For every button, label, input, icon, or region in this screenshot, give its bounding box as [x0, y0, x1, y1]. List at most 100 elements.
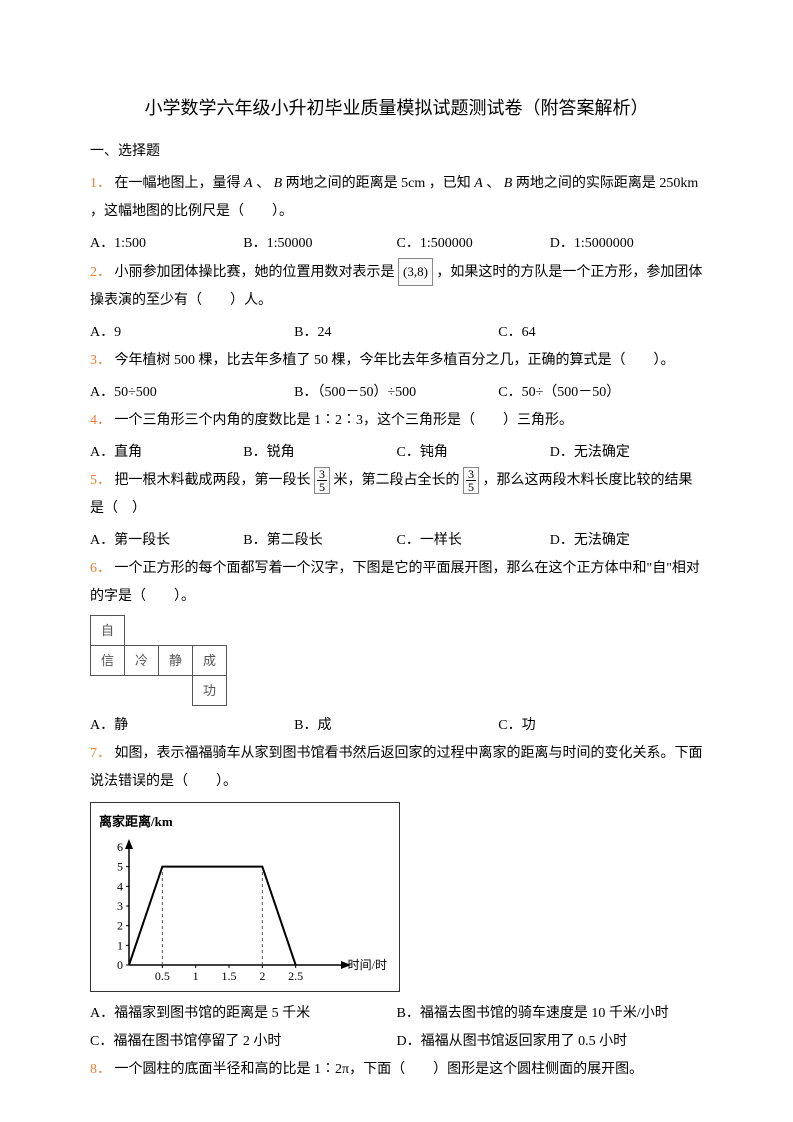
svg-text:2: 2 [259, 969, 265, 983]
svg-text:时间/时: 时间/时 [348, 958, 387, 972]
q7-text: 如图，表示福福骑车从家到图书馆看书然后返回家的过程中离家的距离与时间的变化关系。… [90, 746, 703, 789]
net-cell-jing: 静 [159, 646, 193, 676]
section-header: 一、选择题 [90, 138, 703, 166]
q8-text: 一个圆柱的底面半径和高的比是 1∶2π，下面（ ）图形是这个圆柱侧面的展开图。 [115, 1062, 644, 1077]
q5-frac2: 35 [463, 467, 479, 494]
svg-text:1: 1 [117, 938, 123, 952]
chart-svg: 0 1 2 3 4 5 6 0.5 1 1.5 2 2.5 时间/时 [99, 837, 389, 987]
question-4: 4． 一个三角形三个内角的度数比是 1∶2∶3，这个三角形是（ ）三角形。 [90, 407, 703, 435]
net-empty [125, 616, 159, 646]
q2-text-a: 小丽参加团体操比赛，她的位置用数对表示是 [115, 265, 395, 280]
q5-frac2-bot: 5 [466, 481, 476, 493]
q7-opt-b: B．福福去图书馆的骑车速度是 10 千米/小时 [397, 1000, 704, 1028]
q1-num: 1． [90, 176, 111, 191]
question-1: 1． 在一幅地图上，量得 A 、 B 两地之间的距离是 5cm ，已知 A 、 … [90, 170, 703, 226]
q6-opt-a: A．静 [90, 712, 294, 740]
q1-dot2: 、 [486, 176, 500, 191]
q4-opt-a: A．直角 [90, 439, 243, 467]
net-cell-gong: 功 [193, 676, 227, 706]
q4-num: 4． [90, 413, 111, 428]
q2-options: A．9 B．24 C．64 [90, 319, 703, 347]
svg-text:1.5: 1.5 [222, 969, 237, 983]
q7-opt-c: C．福福在图书馆停留了 2 小时 [90, 1028, 397, 1056]
q1-A2: A [474, 176, 483, 191]
net-cell-cheng: 成 [193, 646, 227, 676]
q6-num: 6． [90, 561, 111, 576]
q3-opt-a: A．50÷500 [90, 379, 294, 407]
net-empty [91, 676, 125, 706]
q3-num: 3． [90, 353, 111, 368]
q4-text: 一个三角形三个内角的度数比是 1∶2∶3，这个三角形是（ ）三角形。 [115, 413, 574, 428]
q5-num: 5． [90, 473, 111, 488]
question-2: 2． 小丽参加团体操比赛，她的位置用数对表示是 (3,8) ，如果这时的方队是一… [90, 258, 703, 315]
q1-B2: B [504, 176, 513, 191]
q5-text-a: 把一根木料截成两段，第一段长 [115, 473, 315, 488]
net-empty [125, 676, 159, 706]
q2-opt-c: C．64 [498, 319, 702, 347]
q4-opt-c: C．钝角 [397, 439, 550, 467]
q6-options: A．静 B．成 C．功 [90, 712, 703, 740]
net-cell-zi: 自 [91, 616, 125, 646]
q1-opt-a: A．1:500 [90, 230, 243, 258]
svg-text:1: 1 [193, 969, 199, 983]
page-title: 小学数学六年级小升初毕业质量模拟试题测试卷（附答案解析） [90, 90, 703, 126]
svg-text:0: 0 [117, 958, 123, 972]
svg-text:3: 3 [117, 899, 123, 913]
q3-options: A．50÷500 B．（500－50）÷500 C．50÷（500－50） [90, 379, 703, 407]
q7-opt-d: D．福福从图书馆返回家用了 0.5 小时 [397, 1028, 704, 1056]
question-5: 5． 把一根木料截成两段，第一段长 35 米，第二段占全长的 35 ，那么这两段… [90, 467, 703, 523]
q1-A: A [244, 176, 253, 191]
q6-opt-b: B．成 [294, 712, 498, 740]
net-empty [193, 616, 227, 646]
net-cell-leng: 冷 [125, 646, 159, 676]
question-8: 8． 一个圆柱的底面半径和高的比是 1∶2π，下面（ ）图形是这个圆柱侧面的展开… [90, 1056, 703, 1084]
q2-opt-a: A．9 [90, 319, 294, 347]
q5-opt-a: A．第一段长 [90, 527, 243, 555]
q7-options: A．福福家到图书馆的距离是 5 千米 B．福福去图书馆的骑车速度是 10 千米/… [90, 1000, 703, 1056]
net-cell-xin: 信 [91, 646, 125, 676]
q5-frac1-bot: 5 [317, 481, 327, 493]
q3-opt-b: B．（500－50）÷500 [294, 379, 498, 407]
q5-frac1: 35 [314, 467, 330, 494]
q5-opt-c: C．一样长 [397, 527, 550, 555]
net-empty [159, 676, 193, 706]
question-3: 3． 今年植树 500 棵，比去年多植了 50 棵，今年比去年多植百分之几，正确… [90, 347, 703, 375]
q2-opt-b: B．24 [294, 319, 498, 347]
svg-text:5: 5 [117, 860, 123, 874]
q2-num: 2． [90, 265, 111, 280]
q4-options: A．直角 B．锐角 C．钝角 D．无法确定 [90, 439, 703, 467]
q1-options: A．1:500 B．1:50000 C．1:500000 D．1:5000000 [90, 230, 703, 258]
q5-options: A．第一段长 B．第二段长 C．一样长 D．无法确定 [90, 527, 703, 555]
chart-ylabel: 离家距离/km [99, 809, 391, 835]
q1-opt-c: C．1:500000 [397, 230, 550, 258]
q5-text-b: 米，第二段占全长的 [334, 473, 460, 488]
svg-text:6: 6 [117, 840, 123, 854]
q2-coord: (3,8) [398, 258, 433, 286]
svg-text:2: 2 [117, 919, 123, 933]
q1-opt-d: D．1:5000000 [550, 230, 703, 258]
q3-text: 今年植树 500 棵，比去年多植了 50 棵，今年比去年多植百分之几，正确的算式… [115, 353, 675, 368]
q7-num: 7． [90, 746, 111, 761]
q6-opt-c: C．功 [498, 712, 702, 740]
q4-opt-b: B．锐角 [243, 439, 396, 467]
q4-opt-d: D．无法确定 [550, 439, 703, 467]
cube-net-diagram: 自 信 冷 静 成 功 [90, 615, 703, 706]
question-7: 7． 如图，表示福福骑车从家到图书馆看书然后返回家的过程中离家的距离与时间的变化… [90, 740, 703, 796]
q1-text-b: 两地之间的距离是 5cm ，已知 [286, 176, 475, 191]
q5-opt-d: D．无法确定 [550, 527, 703, 555]
q7-opt-a: A．福福家到图书馆的距离是 5 千米 [90, 1000, 397, 1028]
net-empty [159, 616, 193, 646]
svg-text:2.5: 2.5 [288, 969, 303, 983]
svg-text:0.5: 0.5 [155, 969, 170, 983]
q8-num: 8． [90, 1062, 111, 1077]
distance-time-chart: 离家距离/km 0 1 2 3 4 5 6 0.5 1 1.5 2 2.5 时间/时 [90, 802, 400, 992]
q5-opt-b: B．第二段长 [243, 527, 396, 555]
q1-dot1: 、 [256, 176, 270, 191]
q1-text-a: 在一幅地图上，量得 [115, 176, 241, 191]
q3-opt-c: C．50÷（500－50） [498, 379, 702, 407]
q6-text: 一个正方形的每个面都写着一个汉字，下图是它的平面展开图，那么在这个正方体中和"自… [90, 561, 700, 604]
q1-opt-b: B．1:50000 [243, 230, 396, 258]
svg-text:4: 4 [117, 879, 123, 893]
question-6: 6． 一个正方形的每个面都写着一个汉字，下图是它的平面展开图，那么在这个正方体中… [90, 555, 703, 611]
q1-B: B [274, 176, 283, 191]
